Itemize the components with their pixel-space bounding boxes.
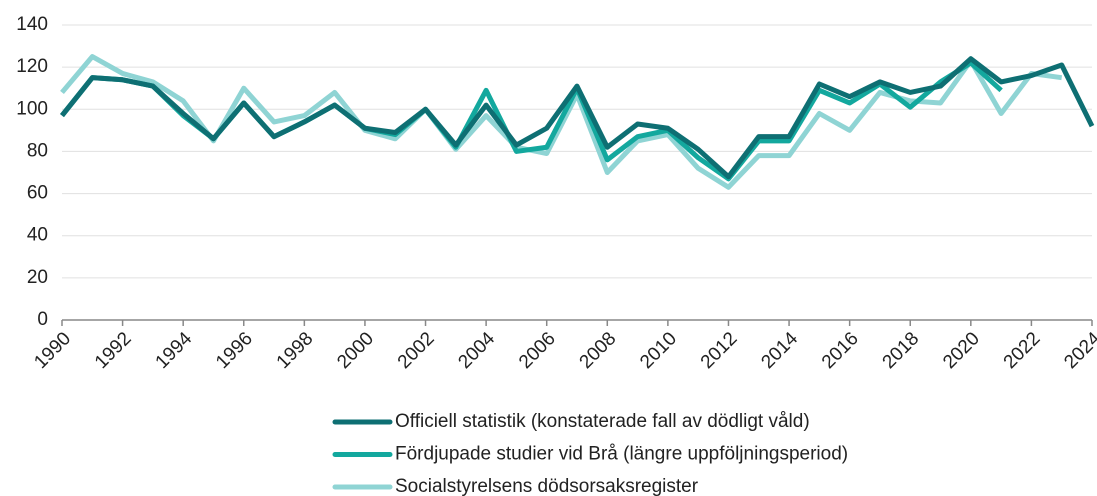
series-line	[60, 56, 1095, 180]
x-tick-label: 2006	[515, 328, 560, 373]
x-tick-label: 2014	[757, 328, 802, 373]
legend-label: Socialstyrelsens dödsorsaksregister	[395, 476, 699, 496]
y-tick-label: 100	[16, 98, 48, 119]
y-tick-label: 0	[37, 309, 48, 330]
x-tick-label: 1998	[273, 328, 318, 373]
x-tick-label: 2016	[818, 328, 863, 373]
x-tick-label: 1992	[91, 328, 136, 373]
x-tick-label: 2008	[576, 328, 621, 373]
x-tick-label: 1990	[30, 328, 75, 373]
legend-label: Fördjupade studier vid Brå (längre uppfö…	[395, 444, 848, 465]
x-tick-label: 2000	[333, 328, 378, 373]
x-tick-label: 2002	[394, 328, 439, 373]
x-tick-label: 2022	[1000, 328, 1045, 373]
x-tick-label: 2012	[697, 328, 742, 373]
y-tick-label: 20	[27, 267, 48, 288]
y-tick-label: 140	[16, 14, 48, 35]
x-tick-label: 2010	[636, 328, 681, 373]
y-tick-label: 40	[27, 225, 48, 246]
x-tick-label: 1994	[152, 328, 197, 373]
legend-label: Officiell statistik (konstaterade fall a…	[395, 411, 810, 432]
y-tick-label: 60	[27, 183, 48, 204]
y-tick-label: 80	[27, 140, 48, 161]
y-tick-label: 120	[16, 56, 48, 77]
x-tick-label: 2020	[939, 328, 984, 373]
x-tick-label: 2018	[879, 328, 924, 373]
x-tick-label: 2024	[1060, 328, 1097, 373]
x-tick-label: 1996	[212, 328, 257, 373]
x-tick-label: 2004	[454, 328, 499, 373]
